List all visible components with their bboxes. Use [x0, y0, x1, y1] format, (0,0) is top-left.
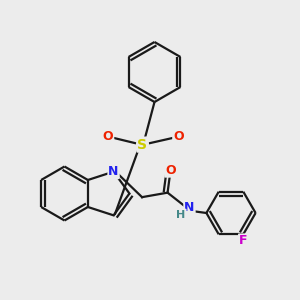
Text: O: O [173, 130, 184, 143]
Text: F: F [239, 234, 248, 248]
Text: N: N [184, 202, 195, 214]
Text: H: H [176, 210, 186, 220]
Text: O: O [103, 130, 113, 143]
Text: O: O [165, 164, 176, 177]
Text: N: N [108, 165, 119, 178]
Text: S: S [137, 138, 148, 152]
